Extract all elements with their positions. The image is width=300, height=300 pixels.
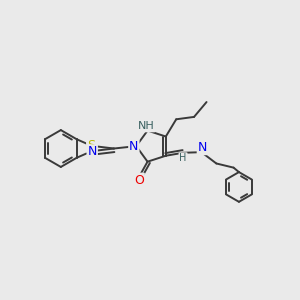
- Text: H: H: [179, 153, 187, 163]
- Text: S: S: [87, 139, 95, 152]
- Text: N: N: [198, 141, 207, 154]
- Text: O: O: [134, 174, 144, 187]
- Text: N: N: [88, 145, 97, 158]
- Text: NH: NH: [138, 122, 154, 131]
- Text: N: N: [129, 140, 139, 153]
